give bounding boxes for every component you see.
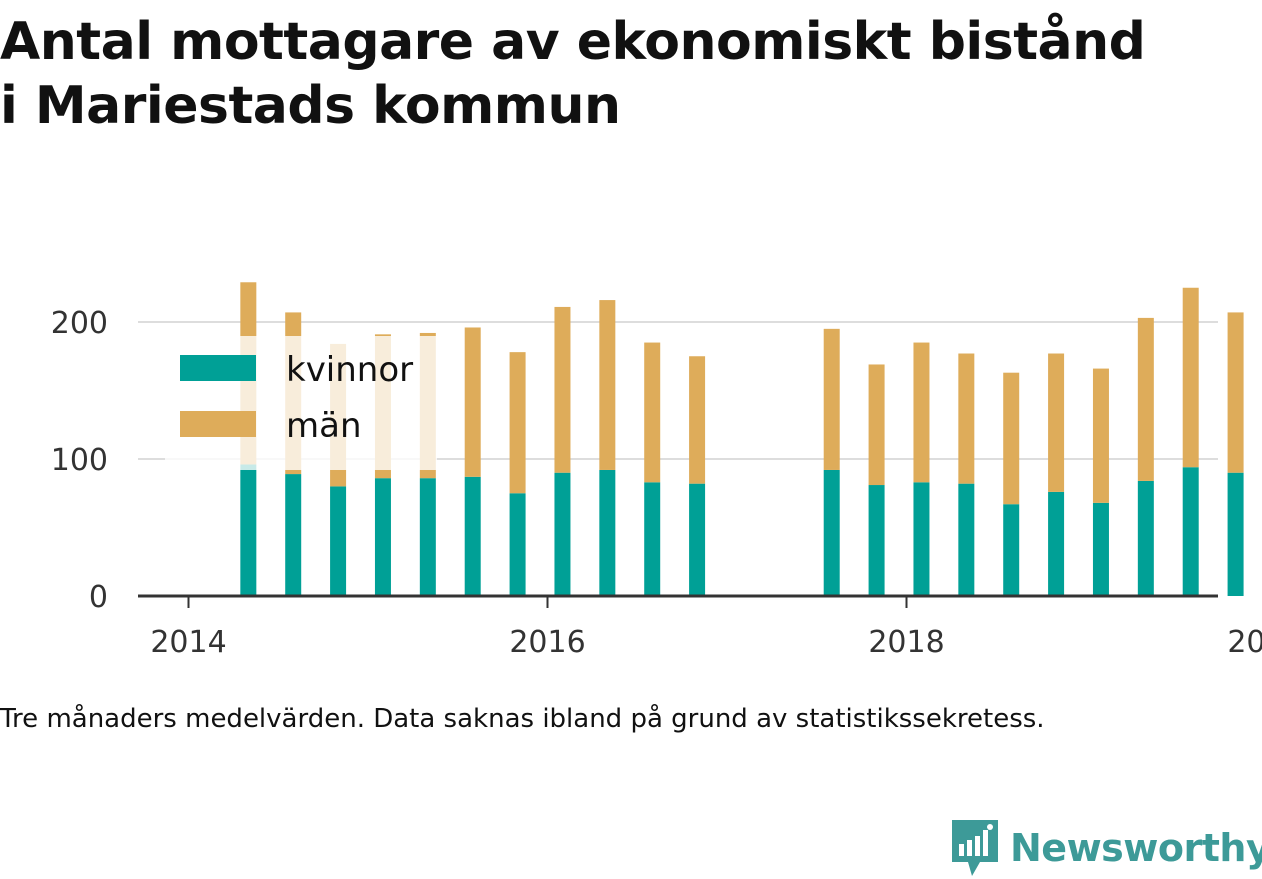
bar-man	[509, 352, 526, 494]
bar-man	[554, 306, 571, 473]
bar-kvinnor	[330, 486, 347, 596]
bar-man	[1092, 368, 1109, 503]
legend: kvinnor män	[165, 336, 437, 470]
x-axis: 201420162018202020222024	[138, 594, 1262, 660]
bar-kvinnor	[1048, 491, 1065, 596]
bar-kvinnor	[1182, 467, 1199, 596]
bar-kvinnor	[285, 474, 302, 596]
legend-swatch	[180, 411, 256, 437]
bar-man	[644, 342, 661, 483]
bar-man	[1182, 287, 1199, 468]
x-tick-label: 2014	[150, 625, 226, 660]
bar-man	[823, 328, 840, 470]
newsworthy-logo-icon	[952, 820, 998, 876]
bar-kvinnor	[240, 464, 257, 596]
bar-man	[1048, 353, 1065, 492]
y-tick-label: 0	[89, 580, 108, 615]
bar-kvinnor	[689, 483, 706, 596]
bar-kvinnor	[374, 478, 391, 596]
bar-kvinnor	[1003, 504, 1020, 596]
bar-kvinnor	[1227, 472, 1244, 596]
bar-man	[1003, 372, 1020, 505]
bar-man	[913, 342, 930, 483]
bar-man	[958, 353, 975, 484]
bar-man	[464, 327, 481, 477]
chart-title-line-2: i Mariestads kommun	[0, 76, 621, 136]
x-tick-label: 2016	[509, 625, 585, 660]
bar-kvinnor	[509, 493, 526, 596]
brand-name: Newsworthy	[1010, 826, 1262, 870]
bar-man	[689, 356, 706, 484]
x-tick-label: 2020	[1227, 625, 1262, 660]
y-tick-label: 100	[51, 443, 108, 478]
y-axis-labels: 0 100 200	[51, 306, 108, 615]
bar-kvinnor	[644, 482, 661, 596]
bar-kvinnor	[419, 478, 436, 596]
bar-kvinnor	[1137, 480, 1154, 596]
bar-kvinnor	[823, 469, 840, 596]
brand-logo: Newsworthy	[950, 818, 1262, 878]
bar-kvinnor	[599, 469, 616, 596]
legend-swatch	[180, 355, 256, 381]
legend-label: kvinnor	[286, 350, 413, 390]
bar-man	[1137, 317, 1154, 481]
bar-kvinnor	[554, 472, 571, 596]
chart-caption: Tre månaders medelvärden. Data saknas ib…	[0, 704, 1045, 734]
bar-kvinnor	[913, 482, 930, 596]
bar-kvinnor	[464, 476, 481, 596]
chart-title-line-1: Antal mottagare av ekonomiskt bistånd	[0, 12, 1146, 72]
bar-kvinnor	[1092, 502, 1109, 596]
bar-kvinnor	[868, 485, 885, 596]
bar-man	[868, 364, 885, 486]
bar-man	[1227, 312, 1244, 473]
chart-title: Antal mottagare av ekonomiskt bistånd i …	[0, 10, 1262, 138]
legend-label: män	[286, 406, 362, 446]
x-tick-label: 2018	[868, 625, 944, 660]
bar-kvinnor	[958, 483, 975, 596]
bar-man	[599, 300, 616, 470]
y-tick-label: 200	[51, 306, 108, 341]
